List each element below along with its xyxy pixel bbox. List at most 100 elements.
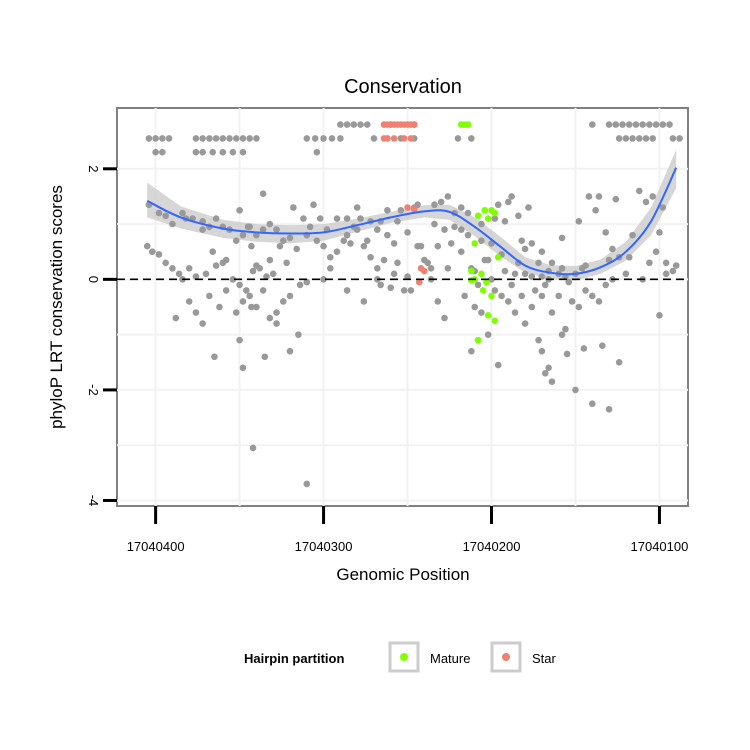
point-background	[447, 240, 455, 247]
point-background	[165, 135, 173, 142]
point-background	[279, 237, 287, 244]
point-background	[394, 218, 401, 225]
point-background	[508, 193, 515, 200]
point-mature	[481, 206, 489, 214]
point-background	[662, 270, 670, 278]
point-background	[612, 195, 620, 203]
point-background	[515, 212, 522, 220]
point-background	[592, 206, 599, 214]
point-background	[572, 386, 579, 394]
point-background	[206, 292, 213, 300]
point-background	[649, 193, 657, 200]
x-tick-label: 17040400	[127, 539, 185, 554]
point-background	[558, 234, 566, 242]
point-background	[179, 209, 186, 217]
point-background	[501, 218, 509, 225]
point-background	[377, 281, 384, 289]
point-background	[656, 311, 663, 319]
point-background	[478, 309, 485, 316]
point-background	[353, 204, 361, 211]
point-background	[209, 248, 217, 256]
point-background	[212, 262, 220, 269]
point-background	[222, 256, 230, 264]
point-background	[427, 265, 435, 272]
point-background	[588, 400, 596, 408]
point-background	[185, 265, 193, 272]
point-background	[311, 135, 319, 142]
point-star	[415, 278, 423, 286]
point-background	[343, 215, 351, 222]
point-background	[239, 148, 247, 156]
point-background	[538, 292, 546, 300]
point-background	[226, 135, 233, 142]
legend-title: Hairpin partition	[244, 651, 344, 666]
point-background	[243, 287, 250, 294]
point-background	[599, 342, 606, 349]
point-background	[451, 223, 458, 231]
smooth-line	[146, 167, 678, 276]
point-background	[216, 303, 223, 311]
point-background	[246, 223, 253, 231]
point-background	[548, 378, 556, 385]
point-background	[295, 331, 302, 338]
point-mature	[478, 270, 485, 278]
point-background	[199, 320, 206, 327]
point-background	[320, 276, 327, 283]
legend-swatch-star	[502, 653, 510, 661]
point-background	[555, 292, 562, 300]
point-background	[605, 405, 613, 413]
point-background	[172, 314, 180, 322]
point-background	[363, 121, 371, 128]
point-background	[266, 256, 274, 264]
point-background	[538, 347, 546, 355]
point-background	[192, 148, 200, 156]
point-background	[545, 364, 552, 372]
point-mature	[484, 215, 492, 222]
point-background	[259, 190, 267, 197]
point-background	[326, 265, 334, 272]
point-background	[328, 135, 336, 142]
point-background	[400, 287, 408, 294]
point-background	[357, 121, 364, 128]
point-background	[457, 226, 465, 233]
point-background	[169, 220, 176, 228]
point-background	[296, 281, 304, 289]
point-background	[192, 309, 200, 316]
point-background	[306, 223, 314, 231]
point-background	[457, 248, 465, 256]
point-background	[273, 320, 280, 327]
point-background	[488, 276, 495, 283]
point-background	[143, 242, 151, 250]
point-background	[652, 248, 660, 256]
point-background	[404, 229, 411, 236]
point-background	[525, 204, 532, 211]
point-background	[202, 270, 210, 278]
point-background	[155, 251, 163, 258]
point-star	[384, 135, 391, 142]
point-background	[269, 270, 277, 278]
x-tick-label: 17040100	[631, 539, 689, 554]
point-background	[236, 336, 243, 344]
point-background	[588, 292, 596, 300]
point-mature	[483, 278, 490, 286]
point-background	[595, 193, 603, 200]
point-background	[320, 242, 327, 250]
point-background	[246, 135, 253, 142]
point-background	[642, 135, 650, 142]
point-background	[521, 270, 529, 278]
point-background	[652, 121, 660, 128]
point-star	[390, 135, 398, 142]
point-background	[175, 270, 183, 278]
point-background	[286, 234, 294, 242]
point-background	[457, 204, 465, 211]
point-background	[350, 121, 358, 128]
point-background	[444, 193, 452, 200]
point-background	[394, 259, 401, 267]
point-background	[582, 262, 589, 269]
point-background	[454, 135, 462, 142]
point-background	[248, 242, 255, 250]
point-background	[656, 229, 663, 236]
point-background	[273, 309, 280, 316]
point-star	[404, 204, 411, 211]
point-background	[548, 259, 556, 267]
